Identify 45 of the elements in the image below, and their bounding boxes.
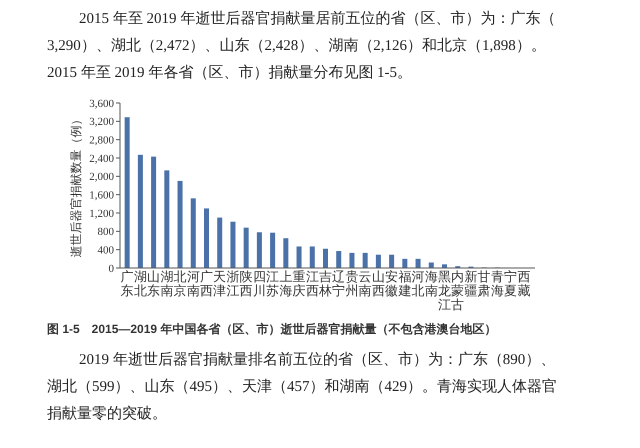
x-tick-label: 河北 bbox=[412, 269, 425, 298]
x-tick-label: 西藏 bbox=[517, 269, 530, 298]
x-tick-label: 江苏 bbox=[266, 269, 280, 298]
x-tick-label: 甘肃 bbox=[478, 269, 491, 298]
x-tick-label: 山东 bbox=[147, 269, 160, 298]
x-tick-label: 广西 bbox=[200, 269, 213, 298]
x-tick-label: 湖北 bbox=[134, 269, 147, 298]
y-tick-label: 800 bbox=[98, 226, 114, 238]
x-tick-label: 山西 bbox=[372, 269, 385, 298]
y-tick-label: 1,200 bbox=[89, 208, 114, 220]
x-tick-label: 贵州 bbox=[345, 269, 358, 298]
y-tick-label: 2,400 bbox=[89, 152, 114, 165]
text: 2019 年逝世后器官捐献量排名前五位的省（区、市）为：广东（890）、湖北（599）、山东（495）、天津（457）和湖南（429）。青海实现人体器官捐献量零的突破。 bbox=[47, 351, 557, 422]
x-tick-label: 青海 bbox=[490, 269, 504, 298]
x-tick-label: 宁夏 bbox=[504, 269, 518, 298]
x-tick-label: 海南 bbox=[424, 269, 438, 298]
x-tick-label: 河南 bbox=[186, 269, 200, 298]
x-tick-label: 江西 bbox=[306, 269, 319, 298]
text: 图 1-5 2015—2019 年中国各省（区、市）逝世后器官捐献量（不包含港澳台地区） bbox=[47, 322, 496, 336]
y-tick-label: 1,600 bbox=[89, 190, 114, 202]
x-tick-label: 上海 bbox=[279, 269, 292, 298]
x-tick-label: 云南 bbox=[358, 269, 372, 298]
x-tick-label: 四川 bbox=[252, 269, 266, 298]
y-tick-label: 0 bbox=[108, 262, 114, 275]
x-tick-label: 陕西 bbox=[240, 269, 253, 298]
x-tick-label: 吉林 bbox=[318, 269, 332, 298]
x-tick-label: 天津 bbox=[213, 269, 226, 298]
y-tick-label: 2,800 bbox=[89, 134, 114, 147]
x-tick-label: 广东 bbox=[120, 269, 134, 298]
y-tick-label: 400 bbox=[98, 244, 114, 257]
x-tick-label: 内蒙古 bbox=[451, 269, 464, 312]
y-tick-label: 3,600 bbox=[89, 98, 114, 110]
x-tick-label: 安徽 bbox=[385, 269, 398, 298]
x-tick-label: 黑龙江 bbox=[438, 269, 452, 312]
x-tick-label: 福建 bbox=[397, 269, 412, 298]
x-tick-label: 湖南 bbox=[160, 269, 174, 298]
y-tick-label: 2,000 bbox=[89, 171, 114, 184]
x-tick-label: 重庆 bbox=[292, 269, 306, 298]
y-tick-label: 3,200 bbox=[89, 116, 114, 128]
y-axis-title: 逝世后器官捐献数量（例） bbox=[69, 114, 83, 258]
x-tick-label: 北京 bbox=[174, 269, 187, 298]
x-tick-label: 浙江 bbox=[226, 269, 240, 298]
x-tick-label: 新疆 bbox=[464, 269, 478, 298]
x-tick-label: 辽宁 bbox=[332, 269, 346, 298]
text: 2015 年至 2019 年逝世后器官捐献量居前五位的省（区、市）为：广东（3,290）、湖北（2,472）、山东（2,428）、湖南（2,126）和北京（1,898）。2015 年至 2019 年各省（区、市）捐献量分布见图 1-5。 bbox=[47, 10, 556, 81]
